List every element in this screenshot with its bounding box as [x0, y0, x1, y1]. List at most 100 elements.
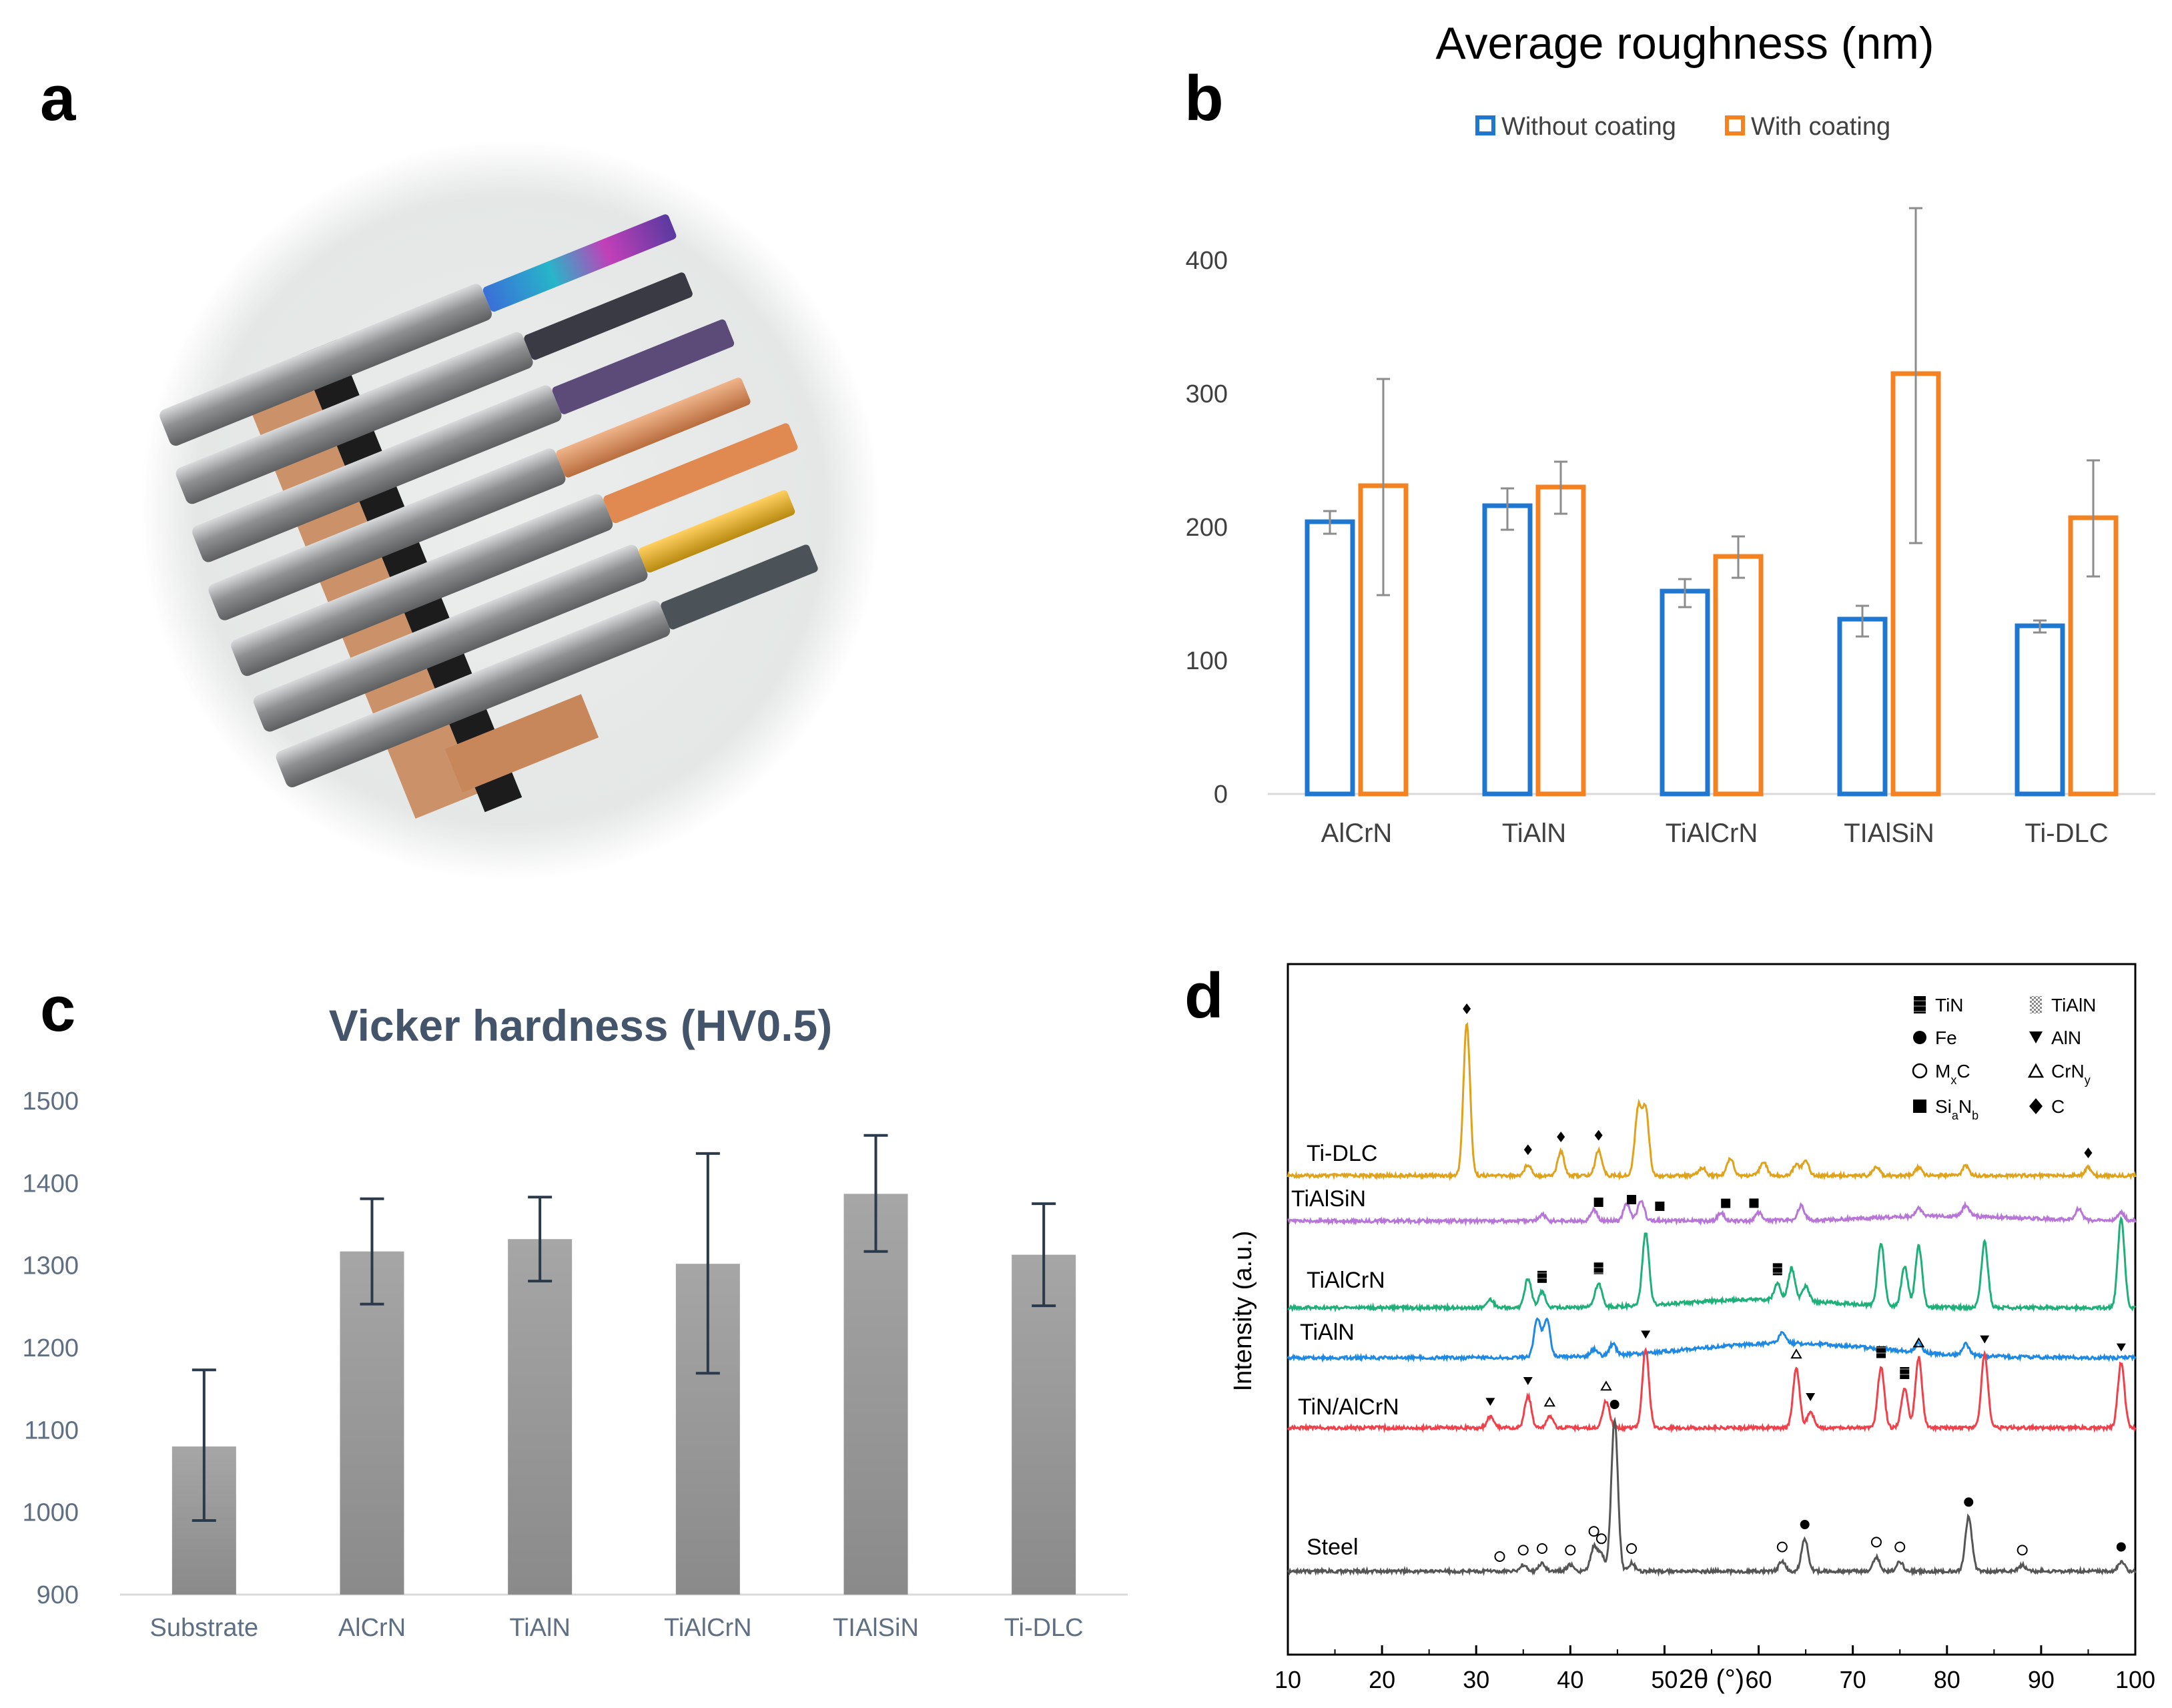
d-peak-marker: [1964, 1497, 1974, 1507]
d-xtick-label: 60: [1746, 1666, 1772, 1693]
d-series-label: Steel: [1307, 1535, 1359, 1560]
legend-fe-label: Fe: [1935, 1027, 1957, 1048]
c-bar: [1012, 1254, 1076, 1595]
d-xtick-label: 90: [2028, 1666, 2055, 1693]
b-xtick-label: TiAlN: [1502, 819, 1566, 848]
panel-letter-b: b: [1184, 63, 1224, 134]
legend-with-coating-label: With coating: [1751, 113, 1890, 141]
b-xtick-label: AlCrN: [1321, 819, 1393, 848]
d-xtick-label: 100: [2115, 1666, 2155, 1693]
d-xtick-label: 80: [1934, 1666, 1960, 1693]
panel-letter-d: d: [1184, 960, 1224, 1031]
d-xtick-label: 20: [1369, 1666, 1395, 1693]
chart-c-title: Vicker hardness (HV0.5): [329, 1001, 833, 1050]
b-bar: [1482, 503, 1533, 797]
d-series-label: Ti-DLC: [1307, 1141, 1377, 1166]
b-ytick-label: 100: [1186, 647, 1228, 675]
d-peak-marker: [2116, 1542, 2126, 1552]
c-bar: [340, 1251, 404, 1595]
d-series-line: [1287, 1347, 2137, 1434]
d-series-label: TiAlN: [1300, 1320, 1355, 1345]
d-series-label: TiN/AlCrN: [1298, 1394, 1399, 1420]
d-xtick-label: 40: [1557, 1666, 1583, 1693]
b-bar: [2015, 623, 2065, 797]
legend-tialn-label: TiAlN: [2051, 995, 2096, 1015]
d-peak-marker: [1593, 1262, 1603, 1274]
c-ytick-label: 1500: [22, 1088, 79, 1116]
d-xtick-label: 30: [1463, 1666, 1489, 1693]
d-series-label: TiAlSiN: [1291, 1186, 1366, 1212]
d-peak-marker: [2116, 1343, 2126, 1352]
d-peak-marker: [1721, 1198, 1731, 1208]
legend-crny-label: CrNy: [2051, 1061, 2091, 1087]
chart-d-xlabel: 2θ (°): [1679, 1665, 1744, 1694]
c-xtick-label: AlCrN: [338, 1614, 406, 1642]
d-peak-marker: [1537, 1270, 1547, 1283]
d-series-label: TiAlCrN: [1307, 1268, 1385, 1293]
d-peak-marker: [1609, 1399, 1619, 1409]
chart-b-legend: Without coating With coating: [1475, 113, 1890, 141]
d-xtick-label: 70: [1840, 1666, 1866, 1693]
chart-b-title: Average roughness (nm): [1435, 18, 1934, 69]
c-xtick-label: TIAlSiN: [833, 1614, 919, 1642]
d-peak-marker: [1523, 1144, 1532, 1156]
d-peak-marker: [1749, 1198, 1759, 1208]
d-peak-marker: [2084, 1148, 2093, 1158]
b-bar: [1837, 616, 1888, 797]
c-ytick-label: 1100: [24, 1416, 79, 1444]
d-peak-marker: [1494, 1551, 1505, 1562]
b-xtick-label: TIAlSiN: [1844, 819, 1934, 848]
legend-aln-symbol: [2029, 1031, 2043, 1043]
legend-with-coating-swatch: [1725, 115, 1745, 135]
tool-photo: [140, 140, 881, 881]
c-ytick-label: 1400: [22, 1170, 79, 1198]
legend-c-label: C: [2051, 1096, 2065, 1117]
d-peak-marker: [1543, 1396, 1556, 1407]
d-xtick-label: 50: [1651, 1666, 1678, 1693]
d-series-line: [1287, 1317, 2137, 1363]
legend-without-coating-label: Without coating: [1501, 113, 1676, 141]
b-bar: [1660, 588, 1710, 797]
panel-letter-a: a: [40, 63, 76, 134]
legend-fe-symbol: [1913, 1031, 1926, 1044]
c-bar: [508, 1239, 573, 1595]
panel-letter-c: c: [40, 973, 75, 1045]
d-peak-marker: [1517, 1545, 1529, 1556]
c-ytick-label: 1300: [22, 1252, 79, 1280]
d-peak-marker: [1600, 1380, 1612, 1391]
d-peak-marker: [1870, 1537, 1882, 1548]
c-ytick-label: 900: [37, 1581, 79, 1609]
d-peak-marker: [1537, 1543, 1547, 1554]
b-bar: [1713, 554, 1764, 797]
d-peak-marker: [1626, 1543, 1638, 1554]
b-bar: [1305, 519, 1355, 797]
d-series-line: [1287, 1416, 2137, 1577]
c-xtick-label: Substrate: [150, 1614, 259, 1642]
b-ytick-label: 300: [1186, 380, 1228, 408]
d-series-line: [1287, 1216, 2137, 1314]
c-xtick-label: Ti-DLC: [1004, 1614, 1084, 1642]
c-ytick-label: 1000: [22, 1499, 79, 1527]
d-peak-marker: [1485, 1398, 1495, 1406]
chart-d-legend: TiN TiAlN Fe AlN MxC CrNy SiaNb C: [1912, 995, 2096, 1122]
c-ytick-label: 1200: [22, 1334, 79, 1362]
d-peak-marker: [1894, 1541, 1906, 1553]
c-bar: [843, 1194, 908, 1595]
d-peak-marker: [1463, 1003, 1471, 1014]
d-peak-marker: [1523, 1377, 1533, 1385]
d-peak-marker: [1800, 1520, 1810, 1529]
b-ytick-label: 0: [1214, 781, 1228, 809]
d-xtick-label: 10: [1275, 1666, 1301, 1693]
legend-crny-symbol: [2027, 1063, 2045, 1078]
d-peak-marker: [1595, 1533, 1607, 1545]
d-peak-marker: [1980, 1335, 1990, 1344]
b-bar: [1358, 483, 1409, 797]
d-peak-marker: [1593, 1197, 1603, 1207]
d-peak-marker: [1912, 1337, 1925, 1348]
d-peak-marker: [1557, 1132, 1565, 1142]
b-xtick-label: TiAlCrN: [1666, 819, 1758, 848]
chart-d: 10 20 30 40 50 60 70 80 90 100 2θ (°) Intensity (…: [1229, 963, 2155, 1694]
legend-tin-symbol: [1914, 996, 1926, 1013]
legend-aln-label: AlN: [2051, 1027, 2081, 1048]
legend-mxc-symbol: [1912, 1063, 1928, 1079]
